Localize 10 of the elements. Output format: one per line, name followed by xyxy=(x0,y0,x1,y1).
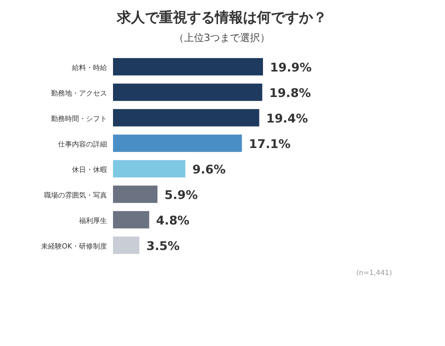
data-label: 5.9% xyxy=(164,188,198,202)
data-label: 9.6% xyxy=(192,162,226,176)
data-label: 4.8% xyxy=(156,213,190,228)
data-label: 3.5% xyxy=(146,238,180,253)
data-label: 17.1% xyxy=(248,136,291,151)
subtitle: （上位3つまで選択） xyxy=(174,33,270,44)
data-label: 19.8% xyxy=(269,86,311,100)
data-label: 19.4% xyxy=(266,111,308,126)
title: 求人で重視する情報は何ですか？ xyxy=(117,10,327,26)
data-label: 19.9% xyxy=(270,60,312,74)
